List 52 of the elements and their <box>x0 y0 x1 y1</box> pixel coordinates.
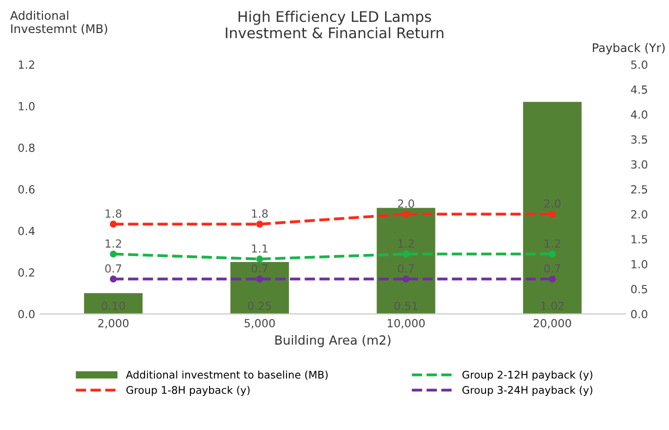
y2-tick-label: 0.5 <box>631 284 648 294</box>
legend-label: Group 2-12H payback (y) <box>462 370 592 381</box>
data-label: 1.2 <box>106 239 122 248</box>
bar <box>523 102 582 314</box>
y-tick-label: 1.0 <box>18 102 35 110</box>
data-label: 1.8 <box>252 209 268 218</box>
x-tick-label: 10,000 <box>388 318 425 328</box>
data-label: 2.0 <box>398 199 414 208</box>
point <box>402 276 410 282</box>
y-tick-label: 0.0 <box>18 310 35 318</box>
y2-tick-label: 3.0 <box>631 160 648 169</box>
bar <box>84 293 143 314</box>
point <box>548 210 556 218</box>
y2-tick-label: 0.0 <box>631 310 648 318</box>
legend-label: Group 1-8H payback (y) <box>126 386 250 396</box>
y2-tick-label: 4.5 <box>630 86 648 94</box>
point <box>110 220 117 228</box>
bar <box>230 262 289 314</box>
y2-tick-label: 3.5 <box>631 135 648 144</box>
y-tick-label: 0.8 <box>18 144 35 152</box>
point <box>110 250 117 258</box>
point <box>256 256 264 263</box>
legend-label: Group 3-24H payback (y) <box>462 386 592 396</box>
y2-tick-label: 2.5 <box>631 185 648 194</box>
y-tick-label: 0.6 <box>18 185 35 194</box>
point <box>548 250 556 258</box>
data-label: 0.7 <box>105 264 122 273</box>
x-tick-label: 5,000 <box>244 318 275 328</box>
point <box>402 210 410 218</box>
x-tick-label: 20,000 <box>534 318 572 328</box>
bar <box>376 208 436 314</box>
point <box>548 276 556 282</box>
point <box>256 276 264 282</box>
x-tick-label: 2,000 <box>98 318 128 328</box>
y2-axis-title: Payback (Yr) <box>592 43 665 54</box>
point <box>402 250 410 258</box>
y-tick-label: 0.2 <box>18 268 34 277</box>
point <box>256 220 264 228</box>
legend-label: Additional investment to baseline (MB) <box>126 370 328 380</box>
y2-tick-label: 1.0 <box>632 260 648 268</box>
data-label: 1.8 <box>106 209 122 218</box>
y-tick-label: 0.4 <box>18 226 35 236</box>
y2-tick-label: 4.0 <box>630 110 648 119</box>
y-axis-title: Additional Investemnt (MB) <box>10 10 108 34</box>
y-tick-label: 1.2 <box>18 60 34 69</box>
data-label: 1.1 <box>252 244 268 253</box>
y2-tick-label: 5.0 <box>631 60 648 69</box>
x-axis-title: Building Area (m2) <box>275 335 390 348</box>
chart-title: High Efficiency LED Lamps Investment & Financial Return <box>226 10 444 38</box>
y2-tick-label: 2.0 <box>631 210 648 219</box>
y2-tick-label: 1.5 <box>632 235 648 244</box>
point <box>110 276 117 282</box>
